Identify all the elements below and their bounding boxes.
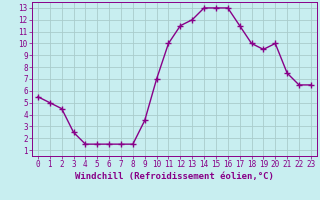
X-axis label: Windchill (Refroidissement éolien,°C): Windchill (Refroidissement éolien,°C) (75, 172, 274, 181)
